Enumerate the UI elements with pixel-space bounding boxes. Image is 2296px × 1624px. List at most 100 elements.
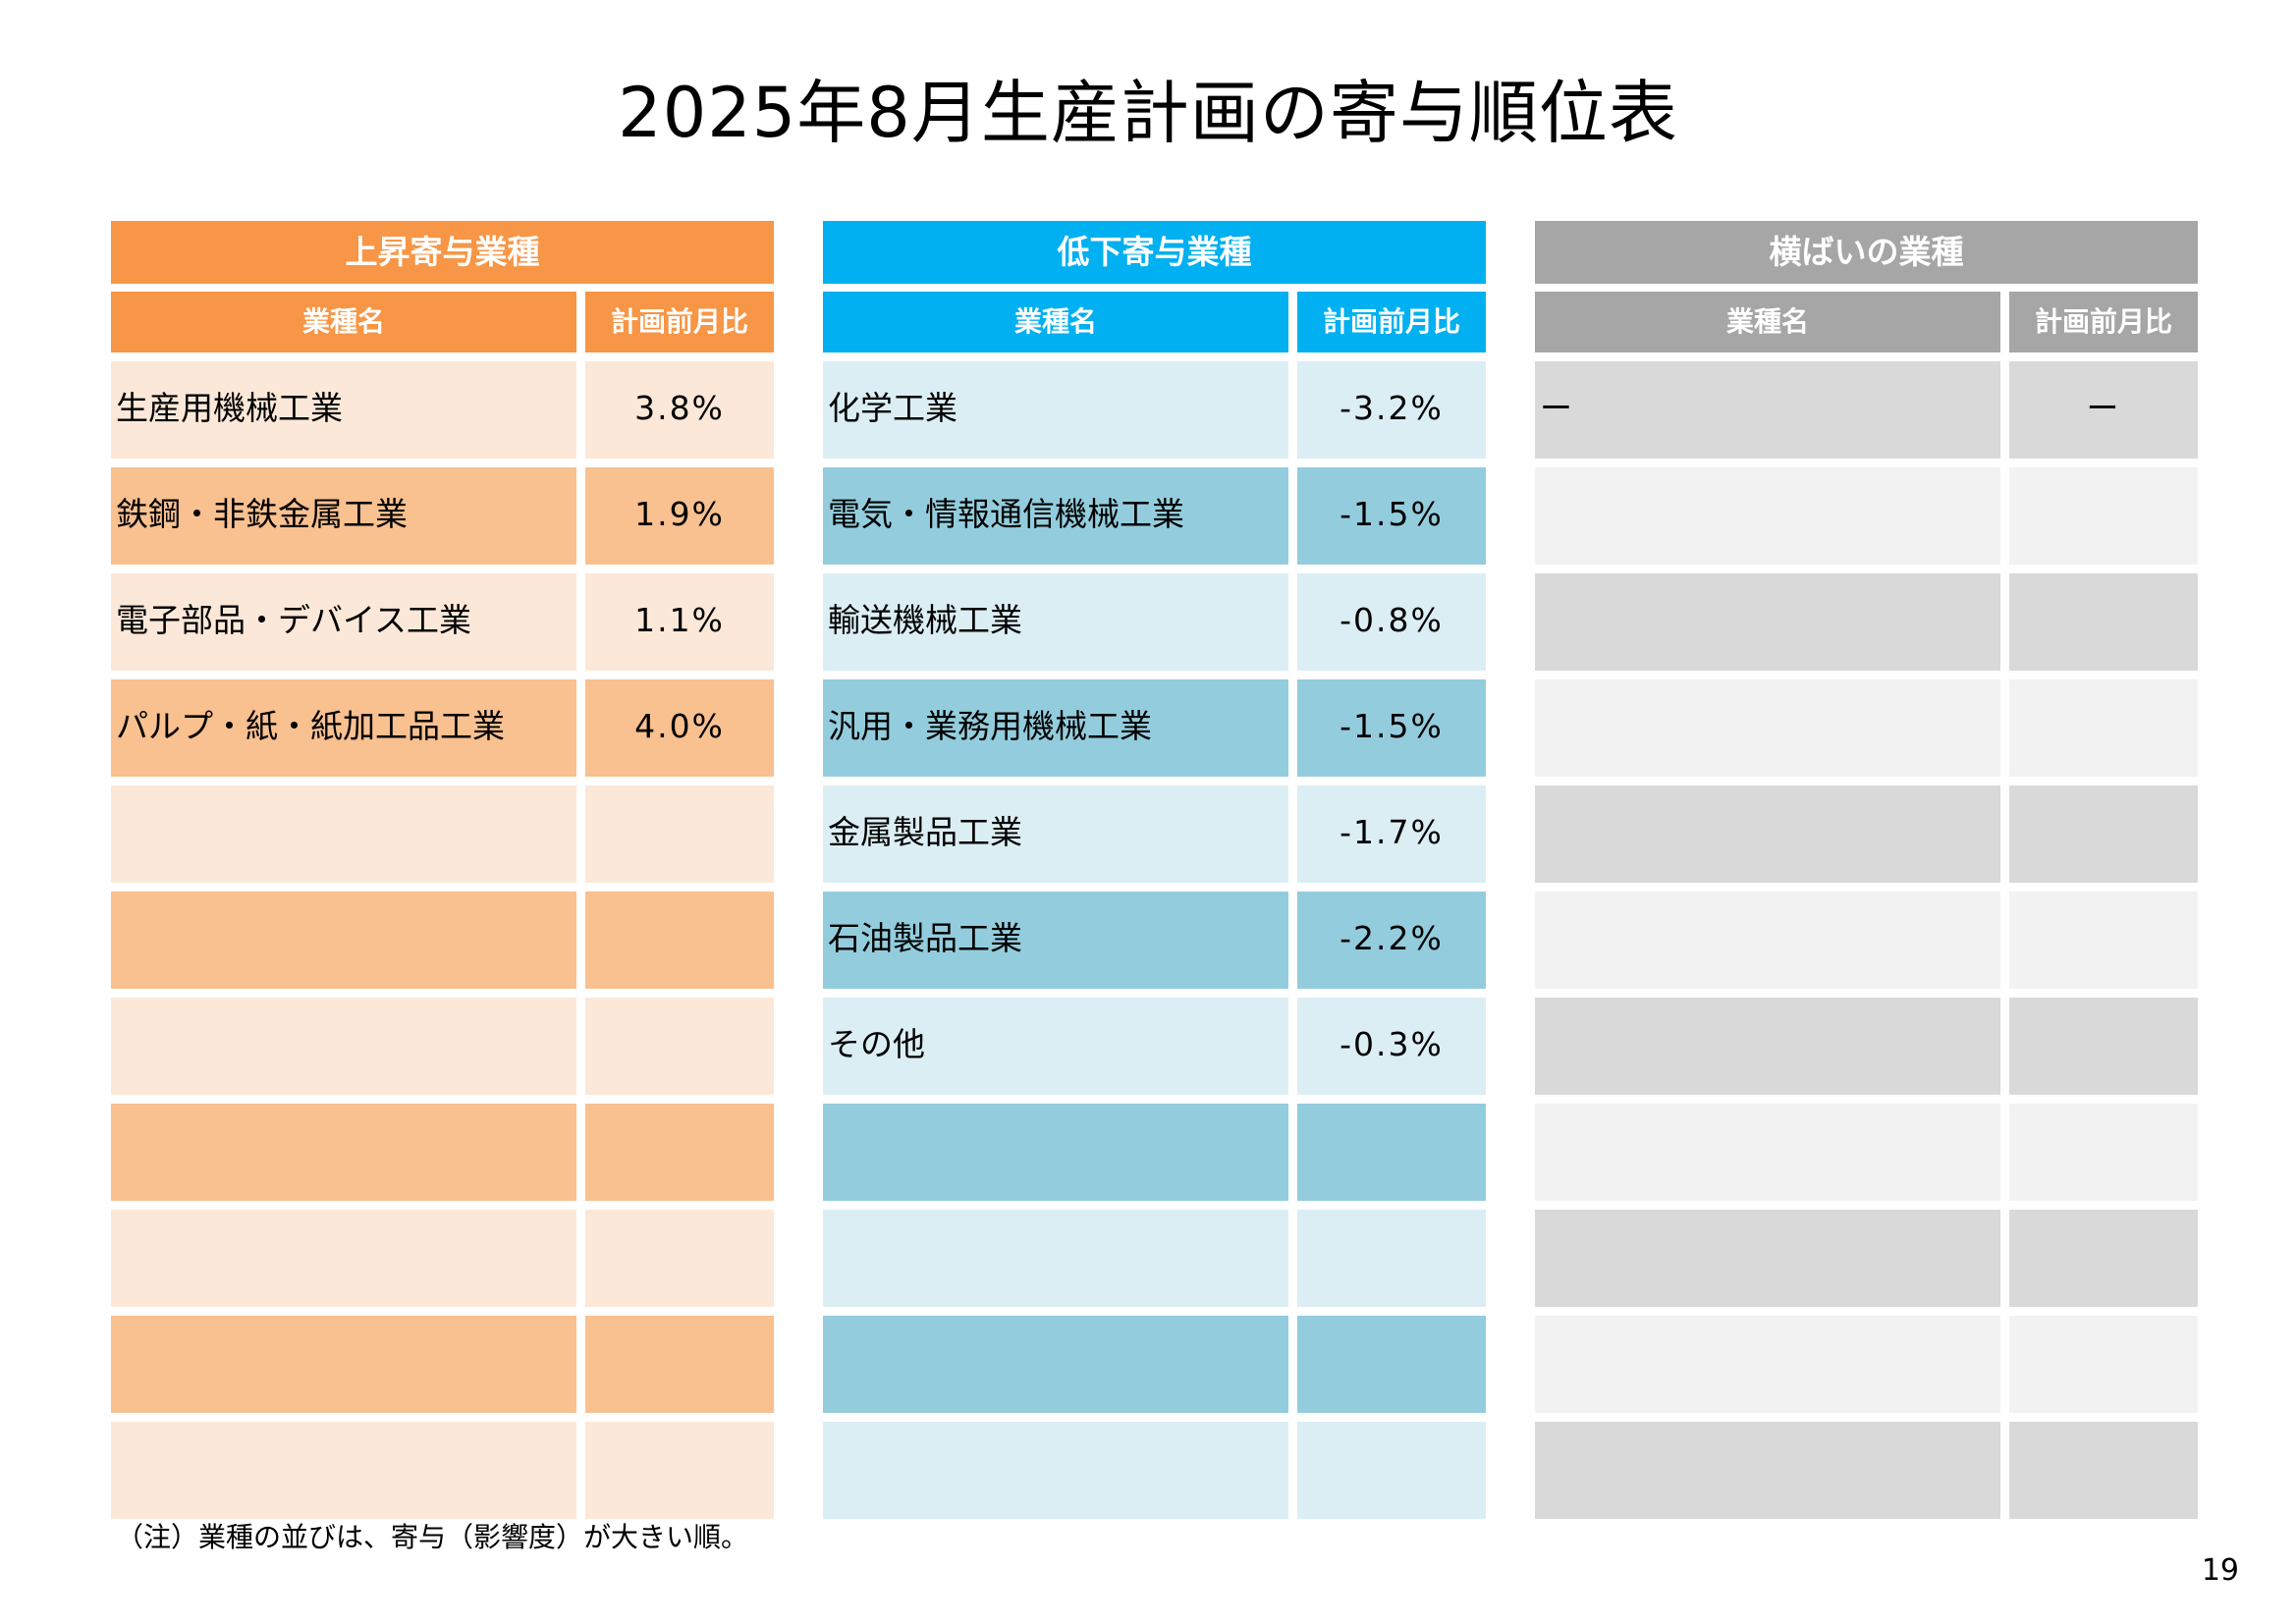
table-row bbox=[823, 1104, 1486, 1201]
month-over-month-cell: 1.1% bbox=[585, 573, 774, 671]
month-over-month-cell bbox=[2009, 998, 2198, 1095]
page-number: 19 bbox=[2201, 1553, 2239, 1588]
column-header-name: 業種名 bbox=[1535, 292, 2000, 352]
month-over-month-cell: 1.9% bbox=[585, 467, 774, 565]
month-over-month-cell bbox=[2009, 1316, 2198, 1413]
table-row: 石油製品工業 -2.2% bbox=[823, 892, 1486, 989]
column-header-value: 計画前月比 bbox=[1297, 292, 1486, 352]
industry-name-cell bbox=[111, 1210, 576, 1307]
industry-name-cell bbox=[823, 1316, 1288, 1413]
table-row bbox=[111, 785, 774, 883]
falling-contribution-panel: 低下寄与業種 業種名 計画前月比 化学工業 -3.2% 電気・情報通信機械工業 -1.… bbox=[823, 221, 1486, 1519]
industry-name-cell bbox=[111, 1316, 576, 1413]
month-over-month-cell bbox=[1297, 1422, 1486, 1519]
column-header-name: 業種名 bbox=[823, 292, 1288, 352]
table-row bbox=[823, 1422, 1486, 1519]
month-over-month-cell: 4.0% bbox=[585, 679, 774, 777]
month-over-month-cell: -1.7% bbox=[1297, 785, 1486, 883]
industry-name-cell bbox=[823, 1210, 1288, 1307]
industry-name-cell: 電気・情報通信機械工業 bbox=[823, 467, 1288, 565]
industry-name-cell bbox=[1535, 1210, 2000, 1307]
table-row bbox=[1535, 573, 2198, 671]
table-row bbox=[1535, 892, 2198, 989]
table-row bbox=[1535, 1316, 2198, 1413]
table-row bbox=[1535, 1422, 2198, 1519]
table-row bbox=[823, 1316, 1486, 1413]
month-over-month-cell bbox=[2009, 679, 2198, 777]
industry-name-cell bbox=[1535, 679, 2000, 777]
industry-name-cell bbox=[111, 785, 576, 883]
industry-name-cell: その他 bbox=[823, 998, 1288, 1095]
month-over-month-cell bbox=[1297, 1104, 1486, 1201]
table-row bbox=[111, 1316, 774, 1413]
rising-rows: 生産用機械工業 3.8% 鉄鋼・非鉄金属工業 1.9% 電子部品・デバイス工業 1.1% パ… bbox=[111, 361, 774, 1519]
month-over-month-cell bbox=[585, 998, 774, 1095]
table-row: その他 -0.3% bbox=[823, 998, 1486, 1095]
month-over-month-cell bbox=[2009, 467, 2198, 565]
month-over-month-cell: -1.5% bbox=[1297, 679, 1486, 777]
table-row: 化学工業 -3.2% bbox=[823, 361, 1486, 459]
flat-column-headers: 業種名 計画前月比 bbox=[1535, 292, 2198, 352]
industry-name-cell bbox=[1535, 1104, 2000, 1201]
table-row bbox=[1535, 679, 2198, 777]
flat-industries-panel: 横ばいの業種 業種名 計画前月比 ーー bbox=[1535, 221, 2198, 1519]
industry-name-cell bbox=[1535, 1422, 2000, 1519]
rising-column-headers: 業種名 計画前月比 bbox=[111, 292, 774, 352]
month-over-month-cell bbox=[585, 1210, 774, 1307]
industry-name-cell bbox=[111, 1422, 576, 1519]
month-over-month-cell: -1.5% bbox=[1297, 467, 1486, 565]
flat-rows: ーー bbox=[1535, 361, 2198, 1519]
industry-name-cell: 輸送機械工業 bbox=[823, 573, 1288, 671]
industry-name-cell bbox=[823, 1104, 1288, 1201]
month-over-month-cell bbox=[2009, 892, 2198, 989]
flat-panel-header: 横ばいの業種 bbox=[1535, 221, 2198, 284]
month-over-month-cell: ー bbox=[2009, 361, 2198, 459]
industry-name-cell bbox=[111, 998, 576, 1095]
column-header-value: 計画前月比 bbox=[585, 292, 774, 352]
month-over-month-cell bbox=[2009, 785, 2198, 883]
table-row bbox=[111, 1210, 774, 1307]
industry-name-cell: 鉄鋼・非鉄金属工業 bbox=[111, 467, 576, 565]
month-over-month-cell: 3.8% bbox=[585, 361, 774, 459]
table-row: ーー bbox=[1535, 361, 2198, 459]
industry-name-cell: 化学工業 bbox=[823, 361, 1288, 459]
table-row: 電気・情報通信機械工業 -1.5% bbox=[823, 467, 1486, 565]
falling-rows: 化学工業 -3.2% 電気・情報通信機械工業 -1.5% 輸送機械工業 -0.8% 汎用・業… bbox=[823, 361, 1486, 1519]
industry-name-cell bbox=[1535, 573, 2000, 671]
month-over-month-cell bbox=[1297, 1210, 1486, 1307]
industry-name-cell bbox=[111, 1104, 576, 1201]
month-over-month-cell bbox=[2009, 1104, 2198, 1201]
falling-panel-header: 低下寄与業種 bbox=[823, 221, 1486, 284]
month-over-month-cell bbox=[585, 1422, 774, 1519]
month-over-month-cell bbox=[2009, 1210, 2198, 1307]
industry-name-cell: 汎用・業務用機械工業 bbox=[823, 679, 1288, 777]
industry-name-cell bbox=[1535, 785, 2000, 883]
month-over-month-cell: -0.3% bbox=[1297, 998, 1486, 1095]
industry-name-cell: 電子部品・デバイス工業 bbox=[111, 573, 576, 671]
table-row: 金属製品工業 -1.7% bbox=[823, 785, 1486, 883]
industry-name-cell bbox=[1535, 1316, 2000, 1413]
table-row bbox=[1535, 785, 2198, 883]
month-over-month-cell bbox=[585, 1104, 774, 1201]
table-row bbox=[1535, 998, 2198, 1095]
industry-name-cell: 金属製品工業 bbox=[823, 785, 1288, 883]
table-row: 輸送機械工業 -0.8% bbox=[823, 573, 1486, 671]
month-over-month-cell bbox=[585, 1316, 774, 1413]
table-row: 鉄鋼・非鉄金属工業 1.9% bbox=[111, 467, 774, 565]
table-row bbox=[111, 1104, 774, 1201]
table-row bbox=[1535, 1210, 2198, 1307]
rising-panel-header: 上昇寄与業種 bbox=[111, 221, 774, 284]
rising-contribution-panel: 上昇寄与業種 業種名 計画前月比 生産用機械工業 3.8% 鉄鋼・非鉄金属工業 1.9… bbox=[111, 221, 774, 1519]
industry-name-cell bbox=[111, 892, 576, 989]
table-row bbox=[111, 998, 774, 1095]
month-over-month-cell bbox=[2009, 1422, 2198, 1519]
industry-name-cell bbox=[823, 1422, 1288, 1519]
industry-name-cell: 生産用機械工業 bbox=[111, 361, 576, 459]
month-over-month-cell bbox=[2009, 573, 2198, 671]
month-over-month-cell: -0.8% bbox=[1297, 573, 1486, 671]
table-row bbox=[1535, 467, 2198, 565]
column-header-value: 計画前月比 bbox=[2009, 292, 2198, 352]
industry-name-cell: 石油製品工業 bbox=[823, 892, 1288, 989]
table-row bbox=[823, 1210, 1486, 1307]
table-row bbox=[111, 892, 774, 989]
